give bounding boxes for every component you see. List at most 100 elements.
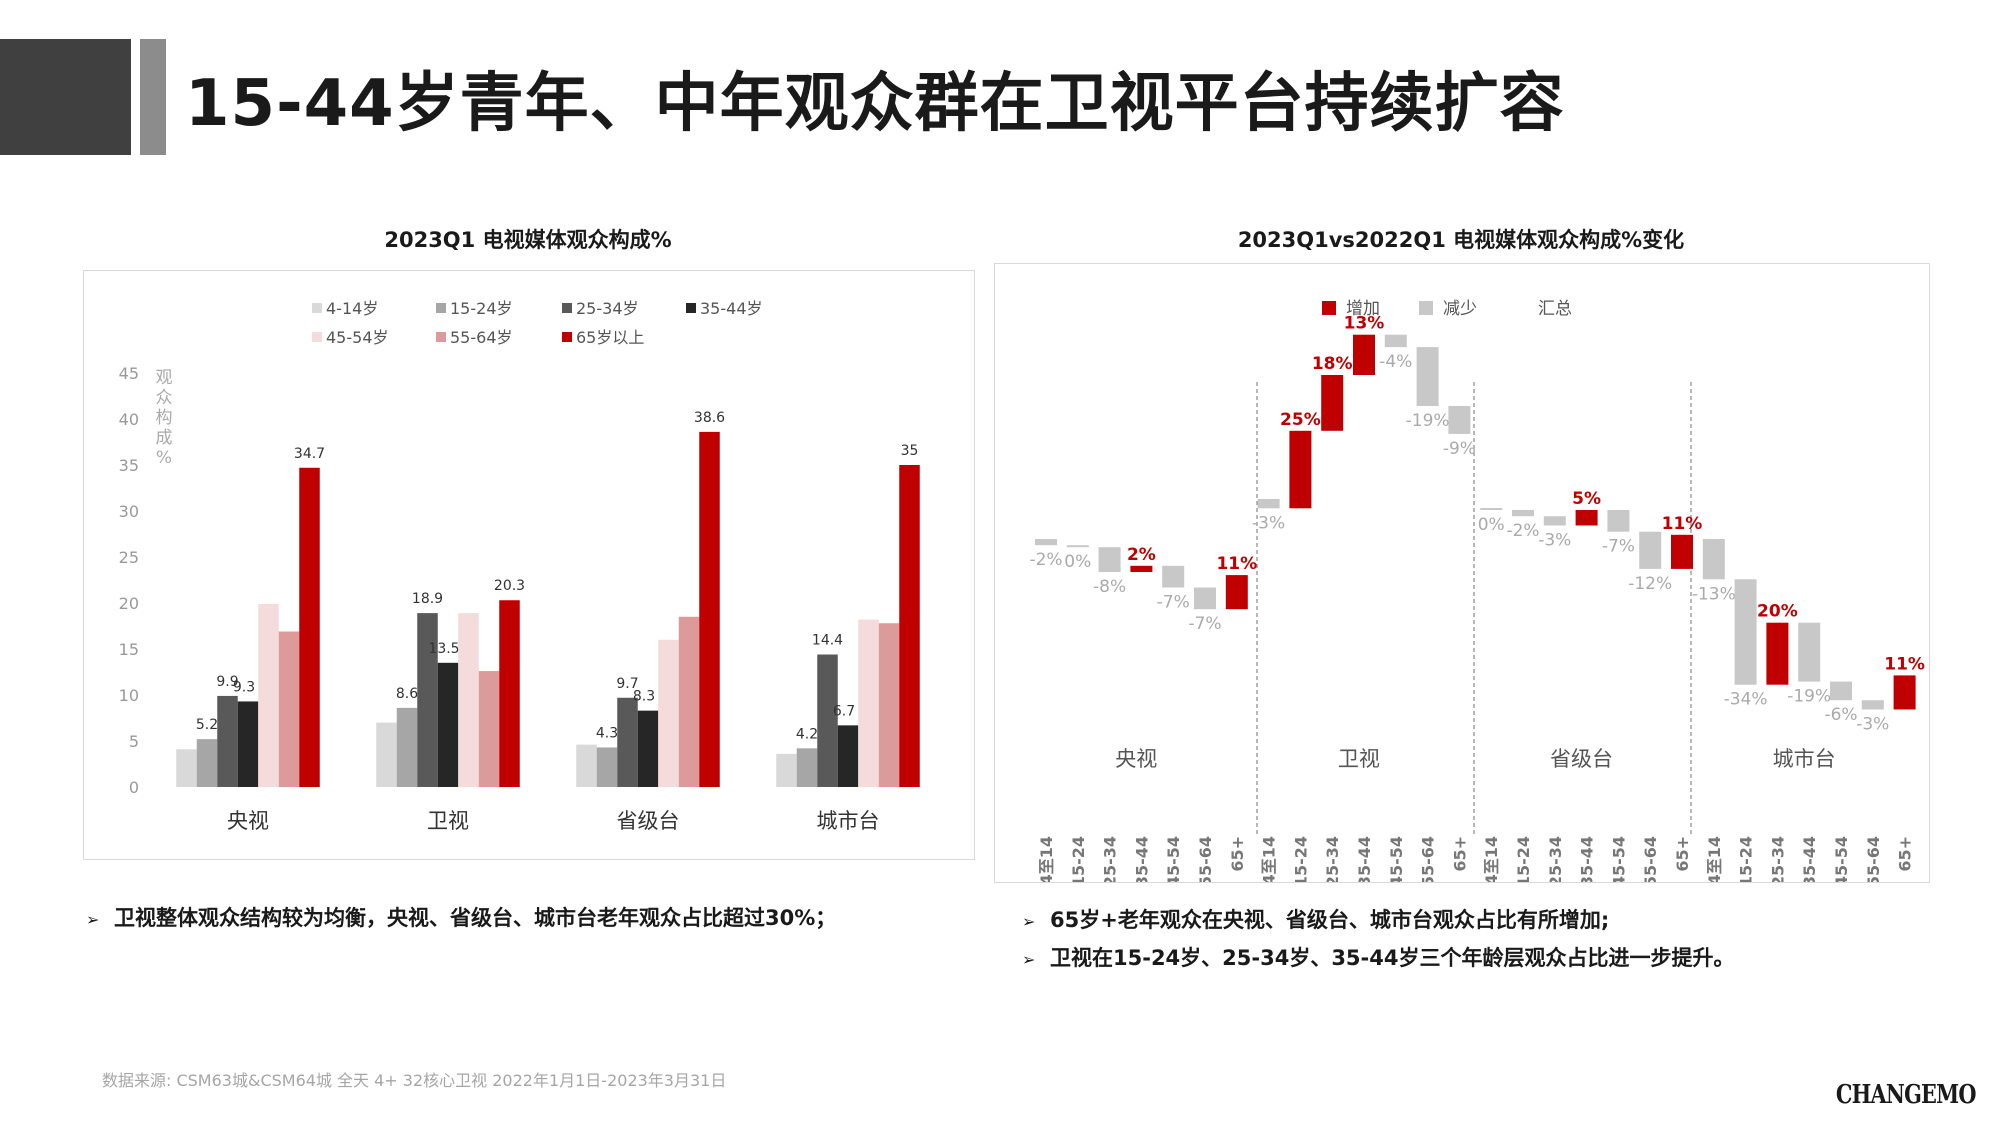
y-axis-label-char: 观	[156, 368, 173, 388]
age-tick-label: 35-44	[1578, 836, 1597, 882]
age-tick-label: 45-54	[1164, 836, 1183, 882]
age-tick-label: 55-64	[1419, 836, 1438, 882]
data-label: 9.9	[216, 674, 238, 690]
data-label: 5.2	[196, 717, 218, 733]
right-bullet-text: 65岁+老年观众在央视、省级台、城市台观众占比有所增加;	[1050, 908, 1610, 932]
increase-bar	[1766, 622, 1789, 685]
bar	[837, 725, 859, 787]
data-label: -3%	[1856, 715, 1889, 735]
age-tick-label: 35-44	[1800, 836, 1819, 882]
legend-label: 增加	[1346, 299, 1380, 319]
data-label: -7%	[1602, 537, 1635, 557]
increase-bar	[1130, 565, 1153, 572]
age-tick-label: 4至14	[1705, 836, 1724, 882]
data-label: 4.2	[796, 726, 818, 742]
arrow-bullet-icon: ➢	[1022, 912, 1036, 931]
age-tick-label: 4至14	[1260, 836, 1279, 882]
left-bullet-text: 卫视整体观众结构较为均衡，央视、省级台、城市台老年观众占比超过30%；	[114, 906, 837, 930]
data-label: 8.6	[396, 686, 418, 702]
y-tick-label: 40	[119, 410, 139, 429]
bar	[258, 603, 279, 787]
legend-swatch	[562, 303, 572, 313]
decrease-bar	[1512, 510, 1534, 517]
legend-swatch	[1322, 301, 1336, 315]
increase-bar	[1321, 375, 1344, 431]
increase-bar	[1893, 675, 1916, 710]
legend-label: 35-44岁	[700, 299, 763, 318]
right-bullet-1: ➢ 65岁+老年观众在央视、省级台、城市台观众占比有所增加;	[1022, 904, 1609, 934]
y-tick-label: 45	[119, 364, 139, 383]
increase-bar	[1671, 534, 1693, 569]
data-label: -19%	[1787, 687, 1831, 707]
bar	[437, 662, 459, 787]
data-label: -2%	[1506, 521, 1539, 541]
bar	[278, 631, 300, 787]
data-label: -7%	[1157, 593, 1190, 613]
data-label: 38.6	[694, 410, 725, 426]
data-label: -13%	[1692, 584, 1736, 604]
y-axis-label-char: %	[156, 448, 172, 468]
bar	[396, 707, 418, 787]
right-chart-panel: 增加 减少 汇总 -2% 4至14 0% 15-24 -8% 25-34 2% 35-44 -7% 45…	[994, 263, 1930, 887]
data-label: -19%	[1406, 411, 1450, 431]
data-source-note: 数据来源: CSM63城&CSM64城 全天 4+ 32核心卫视 2022年1月…	[102, 1071, 727, 1090]
age-tick-label: 15-24	[1069, 836, 1088, 882]
bar	[176, 749, 197, 787]
age-tick-label: 25-34	[1768, 836, 1787, 882]
age-tick-label: 55-64	[1864, 836, 1883, 882]
decrease-bar	[1162, 565, 1185, 588]
age-tick-label: 65+	[1896, 836, 1915, 872]
legend-swatch	[436, 332, 446, 342]
data-label: 25%	[1280, 410, 1321, 430]
age-tick-label: 4至14	[1037, 836, 1056, 882]
decrease-bar	[1448, 406, 1471, 434]
right-bullet-text: 卫视在15-24岁、25-34岁、35-44岁三个年龄层观众占比进一步提升。	[1050, 946, 1735, 970]
group-label: 省级台	[1550, 747, 1613, 771]
y-tick-label: 25	[119, 548, 139, 567]
decrease-bar	[1384, 334, 1407, 348]
y-tick-label: 5	[129, 732, 139, 751]
right-bullet-2: ➢ 卫视在15-24岁、25-34岁、35-44岁三个年龄层观众占比进一步提升。	[1022, 942, 1735, 972]
legend-label: 65岁以上	[576, 328, 644, 347]
category-label: 省级台	[617, 809, 680, 833]
data-label: -2%	[1029, 550, 1062, 570]
y-tick-label: 0	[129, 778, 139, 797]
bar	[499, 600, 520, 787]
decrease-bar	[1702, 539, 1725, 580]
age-tick-label: 65+	[1450, 836, 1469, 872]
category-label: 城市台	[817, 809, 880, 833]
data-label: 0%	[1478, 515, 1505, 535]
data-label: -9%	[1443, 439, 1476, 459]
decrease-bar	[1066, 545, 1089, 548]
data-label: 20%	[1757, 602, 1798, 622]
page-title: 15-44岁青年、中年观众群在卫视平台持续扩容	[185, 67, 1565, 141]
decrease-bar	[1798, 622, 1821, 682]
legend-swatch	[1419, 301, 1433, 315]
group-label: 城市台	[1773, 747, 1836, 771]
age-tick-label: 65+	[1673, 836, 1692, 872]
bar	[658, 639, 679, 787]
bar	[678, 616, 700, 787]
age-tick-label: 55-64	[1641, 836, 1660, 882]
data-label: 18%	[1312, 354, 1353, 374]
age-tick-label: 35-44	[1132, 836, 1151, 882]
header-accent-bar	[140, 39, 166, 155]
legend-swatch	[686, 303, 696, 313]
waterfall-chart: 增加 减少 汇总 -2% 4至14 0% 15-24 -8% 25-34 2% 35-44 -7% 45…	[1029, 299, 1925, 887]
y-tick-label: 30	[119, 502, 139, 521]
age-tick-label: 15-24	[1514, 836, 1533, 882]
bar	[858, 619, 879, 787]
legend-label: 15-24岁	[450, 299, 513, 318]
age-tick-label: 35-44	[1355, 836, 1374, 882]
data-label: 14.4	[812, 633, 843, 649]
data-label: -12%	[1628, 574, 1672, 594]
bar	[878, 623, 900, 787]
left-chart-panel: 0 5 10 15 20 25 30 35 40 45 观众构成% 4-14岁 15-24岁 25-34岁…	[83, 270, 975, 860]
decrease-bar	[1480, 508, 1503, 510]
legend-swatch	[436, 303, 446, 313]
legend-label: 减少	[1443, 299, 1477, 319]
data-label: 11%	[1216, 554, 1257, 574]
data-label: 9.3	[233, 679, 255, 695]
legend-label: 55-64岁	[450, 328, 513, 347]
bar	[299, 467, 320, 787]
